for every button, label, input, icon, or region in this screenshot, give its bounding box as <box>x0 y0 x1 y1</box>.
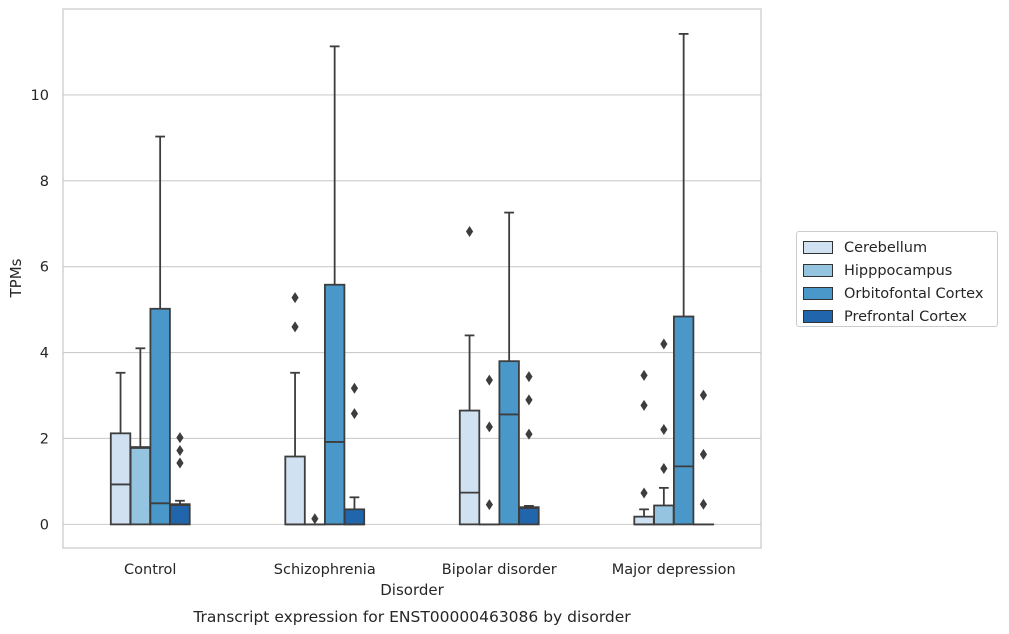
figure-caption: Transcript expression for ENST0000046308… <box>192 608 631 626</box>
box-group <box>109 371 132 526</box>
box-body <box>109 432 132 526</box>
box-group <box>343 382 366 526</box>
box-group <box>633 369 655 526</box>
outlier-point <box>660 423 668 435</box>
legend-label: Hipppocampus <box>844 262 953 279</box>
legend-swatch <box>803 310 833 323</box>
outlier-point <box>485 499 493 511</box>
outlier-point <box>525 394 533 406</box>
outlier-point <box>176 445 184 457</box>
outlier-point <box>291 292 299 304</box>
y-tick-label: 10 <box>31 88 49 104</box>
legend-item: Prefrontal Cortex <box>803 305 997 328</box>
legend: Cerebellum Hipppocampus Orbitofontal Cor… <box>796 231 998 327</box>
legend-item: Hipppocampus <box>803 259 997 282</box>
legend-swatch <box>803 241 833 254</box>
box-group <box>169 432 191 526</box>
y-tick-label: 6 <box>40 260 49 276</box>
legend-item: Cerebellum <box>803 236 997 259</box>
x-tick-label: Control <box>124 562 176 578</box>
box-body <box>653 504 675 526</box>
box-body <box>458 409 481 526</box>
x-tick-label: Bipolar disorder <box>442 562 557 578</box>
outlier-point <box>485 421 493 433</box>
legend-swatch <box>803 287 833 300</box>
outlier-point <box>525 371 533 383</box>
box-group <box>458 225 481 526</box>
y-tick-label: 4 <box>40 346 49 362</box>
y-tick-label: 0 <box>40 517 49 533</box>
outlier-point <box>465 225 474 237</box>
outlier-point <box>660 338 668 350</box>
outlier-point <box>350 382 359 394</box>
legend-label: Cerebellum <box>844 239 928 256</box>
box-group <box>518 371 540 526</box>
legend-label: Prefrontal Cortex <box>844 308 967 325</box>
y-tick-label: 8 <box>40 174 49 190</box>
legend-item: Orbitofontal Cortex <box>803 282 997 305</box>
box-body <box>149 307 171 526</box>
outlier-point <box>350 408 359 420</box>
box-group <box>498 211 520 526</box>
legend-swatch <box>803 264 833 277</box>
x-tick-label: Schizophrenia <box>274 562 376 578</box>
box-group <box>478 374 501 526</box>
outlier-point <box>640 399 648 411</box>
legend-label: Orbitofontal Cortex <box>844 285 984 302</box>
outlier-point <box>485 374 493 386</box>
box-group <box>673 33 695 526</box>
outlier-point <box>640 369 648 381</box>
outlier-point <box>311 513 319 525</box>
box-body <box>633 515 655 526</box>
x-tick-label: Major depression <box>612 562 736 578</box>
box-body <box>169 503 191 526</box>
box-group <box>129 347 152 526</box>
box-body <box>498 360 520 526</box>
box-body <box>129 446 152 526</box>
outlier-point <box>660 463 668 475</box>
box-body <box>284 455 306 526</box>
plot-frame <box>62 8 762 549</box>
outlier-point <box>699 448 708 460</box>
box-body <box>518 506 540 526</box>
outlier-point <box>291 321 299 333</box>
box-group <box>653 338 675 526</box>
box-group <box>304 513 326 526</box>
x-axis-label: Disorder <box>380 581 444 599</box>
outlier-point <box>176 457 184 469</box>
outlier-point <box>699 498 708 510</box>
box-group <box>692 389 715 526</box>
y-tick-label: 2 <box>40 431 49 447</box>
outlier-point <box>640 487 648 499</box>
y-axis-label: TPMs <box>7 258 25 298</box>
box-body <box>343 508 366 526</box>
tick-labels: 0 2 4 6 8 10 Control Schizophrenia Bipolar disor… <box>31 88 736 578</box>
box-group <box>149 135 171 526</box>
outlier-point <box>525 428 533 440</box>
box-body <box>673 315 695 526</box>
box-body <box>323 283 346 526</box>
boxes <box>109 33 715 526</box>
outlier-point <box>176 432 184 444</box>
box-group <box>323 45 346 526</box>
box-group <box>284 292 306 526</box>
outlier-point <box>699 389 708 401</box>
